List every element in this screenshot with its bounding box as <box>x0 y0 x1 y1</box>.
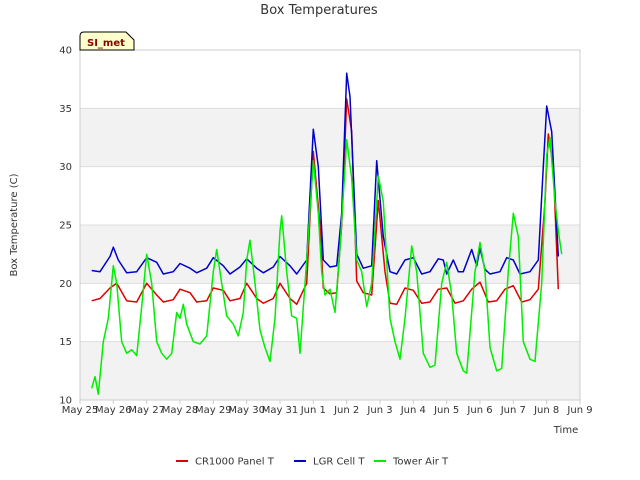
x-tick-label-6: May 31 <box>262 405 299 416</box>
site-badge: SI_met <box>79 31 135 51</box>
plot-area-border <box>79 49 581 401</box>
y-tick-label-35: 35 <box>59 104 72 115</box>
x-tick-label-1: May 26 <box>95 405 132 416</box>
x-tick-label-7: Jun 1 <box>300 405 326 416</box>
plot-band-0 <box>80 341 580 400</box>
x-tick-label-4: May 29 <box>195 405 232 416</box>
site-badge-label: SI_met <box>87 38 125 49</box>
x-tick-label-8: Jun 2 <box>333 405 359 416</box>
plot-band-2 <box>80 108 580 167</box>
site-badge-shape <box>79 31 135 51</box>
x-tick-label-11: Jun 5 <box>433 405 459 416</box>
legend-label-cr1000-panel-t: CR1000 Panel T <box>195 457 275 468</box>
y-tick-label-40: 40 <box>59 46 72 57</box>
x-tick-label-12: Jun 6 <box>466 405 492 416</box>
y-tick-label-30: 30 <box>59 162 72 173</box>
x-tick-label-5: May 30 <box>228 405 265 416</box>
x-tick-label-9: Jun 3 <box>366 405 392 416</box>
x-axis-label: Time <box>553 425 578 436</box>
x-tick-label-13: Jun 7 <box>500 405 526 416</box>
x-tick-label-10: Jun 4 <box>400 405 426 416</box>
legend-label-tower-air-t: Tower Air T <box>392 457 449 468</box>
y-axis-ticks: 10 15 20 25 30 35 40 <box>59 46 72 407</box>
series-line-tower-air-t <box>90 136 563 395</box>
x-tick-label-2: May 27 <box>128 405 165 416</box>
x-tick-label-15: Jun 9 <box>566 405 592 416</box>
y-axis-label: Box Temperature (C) <box>9 173 20 276</box>
legend: CR1000 Panel T LGR Cell T Tower Air T <box>176 457 449 468</box>
x-tick-label-0: May 25 <box>62 405 99 416</box>
y-tick-label-10: 10 <box>59 396 72 407</box>
plot-bands <box>80 108 580 400</box>
y-tick-label-25: 25 <box>59 221 72 232</box>
legend-label-lgr-cell-t: LGR Cell T <box>313 457 365 468</box>
y-tick-label-15: 15 <box>59 337 72 348</box>
y-tick-label-20: 20 <box>59 279 72 290</box>
series-layer <box>90 72 563 395</box>
x-tick-label-14: Jun 8 <box>533 405 559 416</box>
plot-band-1 <box>80 225 580 284</box>
chart-title: Box Temperatures <box>260 3 378 18</box>
x-tick-label-3: May 28 <box>162 405 199 416</box>
